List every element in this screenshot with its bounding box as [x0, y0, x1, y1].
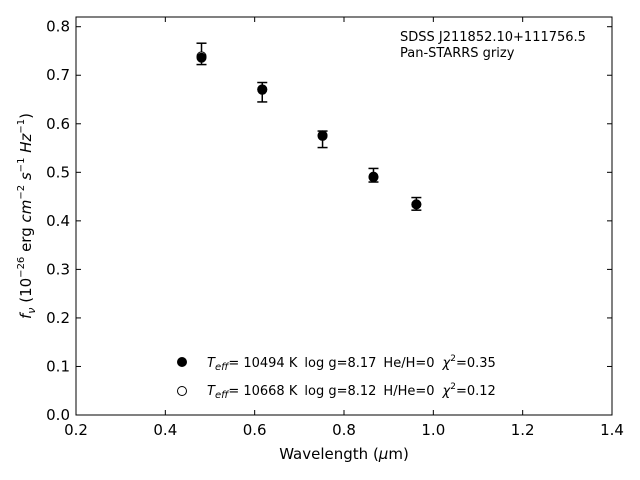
legend-marker-filled — [177, 357, 187, 367]
y-tick-label: 0.2 — [46, 309, 70, 327]
y-tick-label: 0.4 — [46, 212, 70, 230]
x-tick-labels: 0.2 0.4 0.6 0.8 1.0 1.2 1.4 — [64, 421, 624, 439]
error-bars — [196, 42, 422, 211]
model-point-filled — [196, 52, 207, 63]
x-tick-label: 0.8 — [332, 421, 356, 439]
legend-marker-open — [177, 386, 187, 396]
y-tick-label: 0.0 — [46, 406, 70, 424]
y-tick-label: 0.6 — [46, 115, 70, 133]
y-tick-label: 0.3 — [46, 260, 70, 278]
x-axis-label: Wavelength (μm) — [279, 445, 409, 463]
y-tick-label: 0.8 — [46, 18, 70, 36]
y-tick-label: 0.1 — [46, 357, 70, 375]
y-axis-label: fν (10−26 erg cm−2 s−1 Hz−1) — [16, 113, 38, 319]
x-tick-label: 0.4 — [153, 421, 177, 439]
model-point-filled — [257, 84, 268, 95]
model-point-filled — [368, 172, 379, 183]
x-tick-label: 1.4 — [600, 421, 624, 439]
x-tick-label: 0.2 — [64, 421, 88, 439]
ticks — [75, 17, 613, 416]
y-tick-labels: 0.0 0.1 0.2 0.3 0.4 0.5 0.6 0.7 0.8 — [46, 18, 70, 424]
x-tick-label: 1.2 — [511, 421, 535, 439]
y-tick-label: 0.7 — [46, 66, 70, 84]
annotation-survey: Pan-STARRS grizy — [400, 46, 515, 61]
model-point-filled — [411, 199, 422, 210]
annotation-object-name: SDSS J211852.10+111756.5 — [400, 30, 586, 45]
x-tick-label: 0.6 — [243, 421, 267, 439]
model-point-filled — [317, 130, 328, 141]
y-tick-label: 0.5 — [46, 163, 70, 181]
data-points — [196, 51, 422, 210]
x-tick-label: 1.0 — [421, 421, 445, 439]
